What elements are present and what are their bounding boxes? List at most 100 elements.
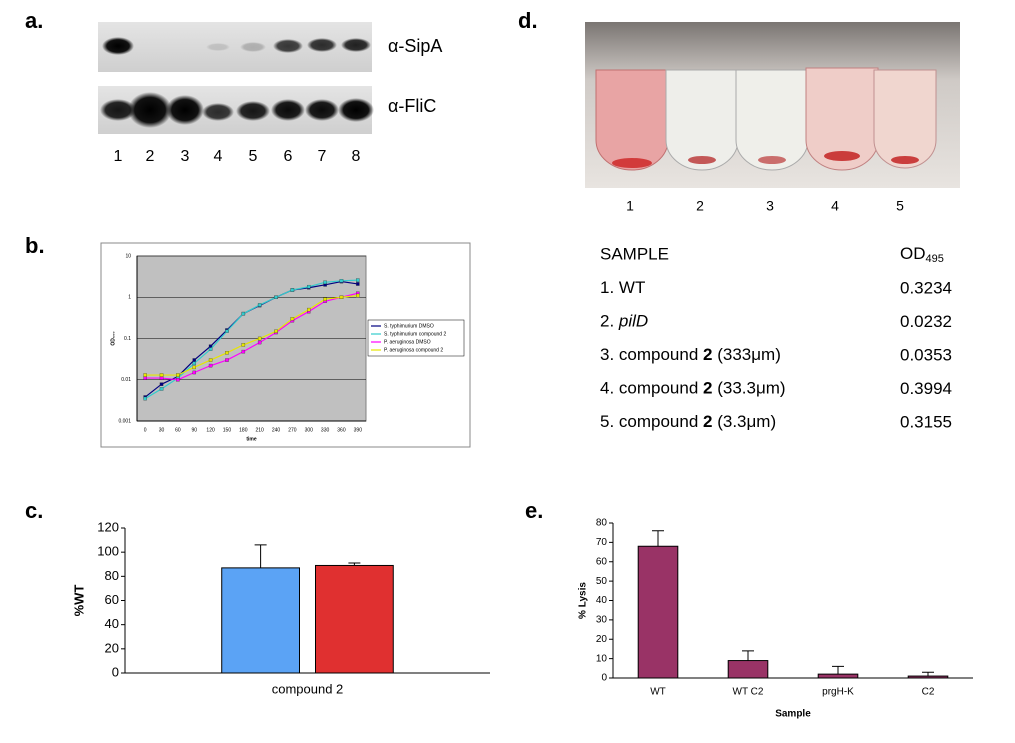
x-tick-label: 60	[175, 427, 181, 433]
lane-label: 2	[146, 148, 155, 165]
x-tick-label: prgH-K	[822, 687, 854, 698]
point	[159, 387, 164, 391]
point	[241, 311, 246, 316]
cell-part: 5. compound	[600, 412, 703, 431]
point	[192, 358, 196, 362]
point	[339, 295, 344, 299]
legend-label: P. aeruginosa DMSO	[384, 339, 431, 345]
series-line	[145, 294, 358, 376]
point	[323, 297, 327, 301]
bar	[315, 564, 394, 674]
x-tick-label: compound 2	[272, 681, 344, 696]
point	[176, 377, 180, 382]
point	[143, 376, 147, 380]
header-text: OD	[900, 244, 926, 263]
point	[143, 396, 147, 401]
lane-label: 4	[214, 148, 223, 165]
point	[192, 365, 196, 370]
x-tick-label: 360	[337, 427, 346, 433]
point	[274, 329, 278, 333]
point	[241, 349, 246, 354]
bar	[637, 545, 679, 679]
bar	[727, 660, 769, 679]
cell-part: (333μm)	[712, 345, 780, 364]
point	[306, 284, 311, 289]
table-header: SAMPLE	[600, 244, 669, 263]
table-cell: 0.3994	[900, 379, 952, 398]
point	[225, 329, 229, 333]
point	[339, 279, 344, 283]
point	[274, 295, 278, 299]
panel-label: d.	[518, 8, 538, 33]
point	[306, 307, 311, 312]
y-axis-title: OD₆₀₀	[110, 331, 116, 345]
point	[192, 361, 196, 366]
x-tick-label: 120	[206, 427, 215, 433]
point	[225, 351, 229, 355]
x-tick-label: 90	[191, 427, 197, 433]
point	[208, 347, 213, 351]
x-axis-title: Sample	[775, 709, 811, 720]
tube-photo	[585, 22, 960, 188]
table: SAMPLE OD495 1. WT 0.3234 2. pilD 0.0232 3. co…	[600, 244, 952, 431]
lane-label: 2	[696, 198, 704, 214]
y-tick-label: 10	[596, 653, 608, 664]
y-tick-label: 0	[601, 673, 607, 684]
table-cell: 0.3155	[900, 412, 952, 431]
y-tick-label: 40	[596, 595, 608, 606]
header-sub: 495	[926, 253, 944, 265]
cell-part: 2	[703, 412, 712, 431]
y-tick-label: 80	[596, 518, 608, 529]
lane-label: 3	[766, 198, 774, 214]
legend-label: S. typhimurium compound 2	[384, 331, 446, 337]
error-bar	[254, 544, 267, 568]
error-bar	[832, 665, 844, 675]
panel-label: b.	[25, 233, 45, 258]
x-tick-label: 30	[159, 427, 165, 433]
lane-label: 8	[352, 148, 361, 165]
cell-part: 2	[703, 379, 712, 398]
series-line	[145, 292, 358, 381]
point	[159, 382, 164, 386]
y-tick-label: 60	[596, 556, 608, 567]
point	[257, 340, 262, 345]
error-bar	[348, 562, 361, 566]
x-tick-label: 180	[239, 427, 248, 433]
point	[176, 373, 180, 377]
table-cell: 0.3234	[900, 278, 952, 297]
panel-label: c.	[25, 498, 43, 523]
x-tick-label: 300	[305, 427, 314, 433]
lane-label: 1	[114, 148, 123, 165]
y-tick-label: 20	[596, 634, 608, 645]
bar	[907, 675, 949, 679]
blot-label: α-FliC	[388, 96, 436, 116]
cell-part: 1. WT	[600, 278, 645, 297]
error-bar	[742, 650, 754, 661]
y-tick-label: 50	[596, 576, 608, 587]
lane-label: 5	[896, 198, 904, 214]
y-tick-label: 80	[105, 568, 119, 583]
point	[356, 293, 360, 298]
point	[257, 336, 262, 341]
point	[208, 358, 213, 362]
y-tick-label: 30	[596, 615, 608, 626]
x-tick-label: 0	[144, 427, 147, 433]
blot	[98, 22, 374, 134]
x-tick-label: 150	[223, 427, 232, 433]
bar	[817, 673, 859, 679]
y-tick-label: 120	[97, 519, 119, 534]
table-cell: 4. compound 2 (33.3μm)	[600, 379, 786, 398]
legend-label: P. aeruginosa compound 2	[384, 347, 443, 353]
x-axis-title: time	[246, 436, 257, 442]
lane-label: 3	[181, 148, 190, 165]
table-cell: 0.0232	[900, 312, 952, 331]
error-bar	[652, 530, 664, 547]
y-tick-label: 20	[105, 640, 119, 655]
legend-label: S. typhimurium DMSO	[384, 323, 434, 329]
x-tick-label: 330	[321, 427, 330, 433]
y-tick-label: 0.01	[121, 377, 131, 383]
y-axis-title: %WT	[71, 585, 86, 617]
y-axis-title: % Lysis	[578, 582, 589, 619]
point	[225, 358, 229, 362]
point	[143, 373, 147, 377]
